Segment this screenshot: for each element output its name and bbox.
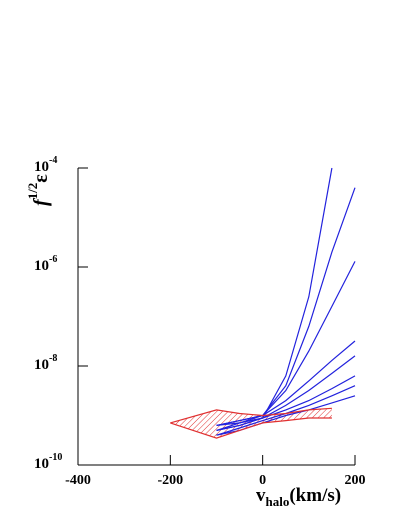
y-tick-label: 10-6 (34, 254, 57, 274)
y-axis-label: f1/2ε (25, 174, 52, 206)
x-axis-label: vhalo(km/s) (256, 485, 341, 509)
x-tick-label: 0 (259, 473, 266, 488)
y-tick-label: 10-10 (34, 452, 62, 472)
curve (170, 417, 332, 439)
curve (216, 375, 356, 431)
curve (216, 167, 333, 431)
x-tick-label: -400 (65, 473, 91, 488)
x-tick-label: -200 (157, 473, 183, 488)
curve (170, 407, 332, 424)
curve (216, 355, 356, 431)
y-tick-label: 10-8 (34, 353, 57, 373)
x-tick-label: 200 (345, 473, 366, 488)
curve (216, 340, 356, 426)
hatched-band (170, 408, 332, 439)
y-tick-label: 10-4 (34, 155, 57, 175)
